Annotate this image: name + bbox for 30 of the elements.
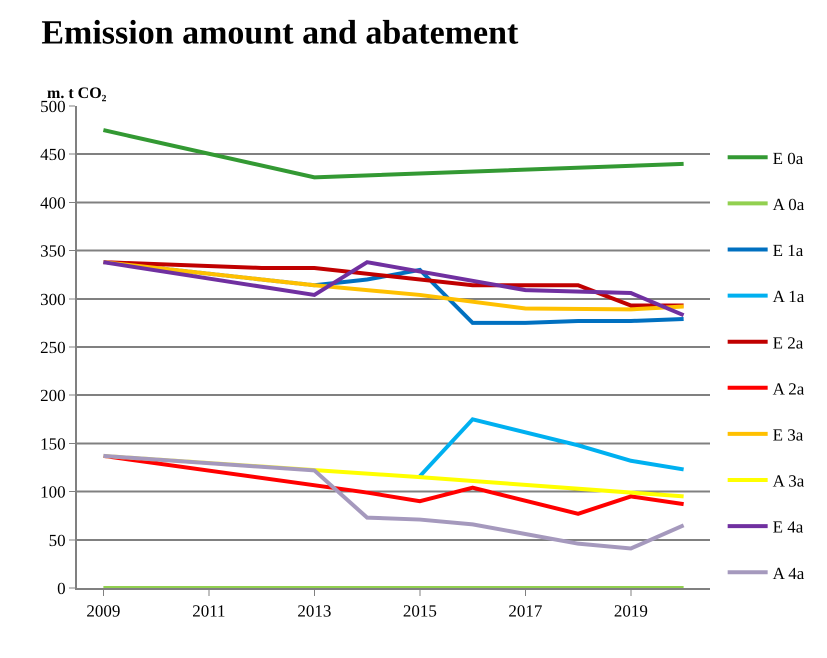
y-tick-label: 450 [40,145,66,164]
y-axis-title: m. t CO₂ [47,85,107,102]
y-tick-label: 100 [40,482,66,502]
legend-label: E 4a [772,518,804,537]
x-tick-label: 2011 [192,601,226,620]
legend-label: A 2a [772,379,805,398]
legend-label: A 3a [772,472,805,491]
y-tick-label: 50 [48,530,66,550]
legend-label: E 2a [772,333,804,352]
legend-label: E 0a [772,148,804,168]
y-tick-label: 150 [40,434,66,454]
x-tick-label: 2017 [508,601,543,620]
legend-label: A 4a [772,564,805,583]
x-tick-label: 2019 [614,601,648,620]
y-tick-label: 200 [40,386,66,406]
chart-title: Emission amount and abatement [41,14,520,52]
y-tick-label: 350 [40,242,66,261]
x-tick-label: 2009 [86,601,120,620]
x-tick-label: 2015 [402,601,437,620]
y-tick-label: 250 [40,338,66,357]
line-series [418,417,686,478]
legend-label: E 3a [772,426,804,445]
legend-label: E 1a [772,241,804,260]
legend-label: A 1a [772,287,805,306]
y-tick-label: 300 [40,290,66,309]
legend-label: A 0a [772,195,805,214]
line-series [101,454,686,550]
y-tick-label: 0 [57,578,66,598]
y-tick-label: 400 [40,193,66,212]
x-tick-label: 2013 [297,601,332,620]
